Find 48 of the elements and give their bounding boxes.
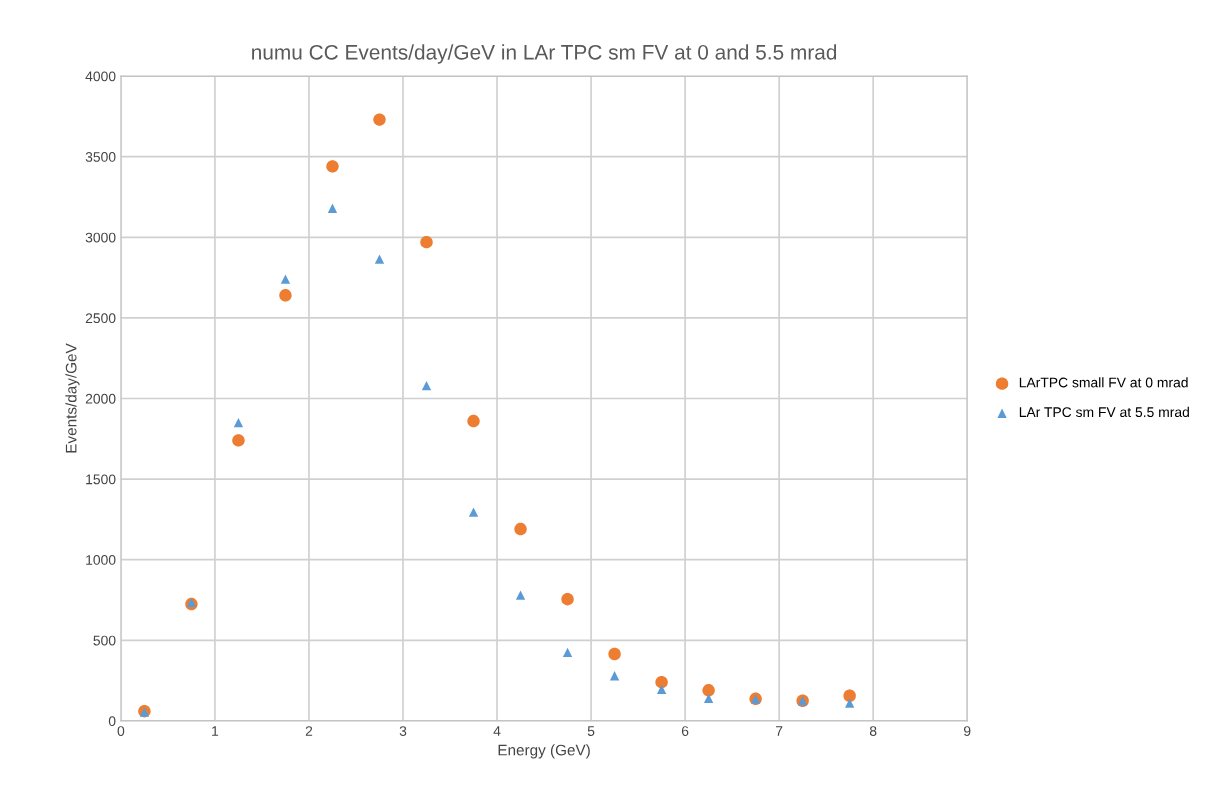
x-tick-label: 9 <box>963 726 971 736</box>
x-tick-label: 8 <box>869 726 877 736</box>
point <box>608 647 621 661</box>
x-axis-title: Energy (GeV) <box>498 744 590 759</box>
y-tick-label: 1000 <box>86 555 116 565</box>
point <box>233 418 244 428</box>
point <box>232 434 245 447</box>
y-tick-label: 3500 <box>85 152 116 162</box>
point <box>467 414 480 428</box>
point <box>561 592 574 606</box>
point <box>327 203 338 213</box>
point <box>280 274 291 284</box>
y-tick-label: 3000 <box>85 232 116 243</box>
point <box>702 684 715 697</box>
point <box>421 380 432 391</box>
legend-label: LArTPC small FV at 0 mrad <box>1019 377 1188 388</box>
x-tick-label: 6 <box>681 726 689 736</box>
point <box>515 590 526 600</box>
point <box>514 522 527 536</box>
legend-label: LAr TPC sm FV at 5.5 mrad <box>1019 406 1189 418</box>
point <box>656 684 667 695</box>
point <box>655 676 668 689</box>
point <box>468 507 479 517</box>
x-tick-label: 7 <box>775 726 783 736</box>
point <box>562 647 573 658</box>
point <box>609 671 620 681</box>
y-tick-label: 500 <box>93 635 116 646</box>
y-tick-label: 4000 <box>85 71 116 82</box>
point <box>279 289 292 302</box>
y-tick-label: 2500 <box>85 313 116 324</box>
point <box>373 113 386 126</box>
y-tick-label: 1500 <box>86 474 116 485</box>
chart-title: numu CC Events/day/GeV in LAr TPC sm FV at 0 and 5.5 mrad <box>252 44 837 64</box>
x-tick-label: 4 <box>493 726 501 736</box>
point <box>843 689 856 702</box>
point <box>845 698 855 708</box>
x-tick-label: 1 <box>212 726 219 736</box>
y-axis-title: Events/day/GeV <box>65 343 80 453</box>
x-tick-label: 0 <box>117 726 125 736</box>
x-tick-label: 5 <box>587 726 595 736</box>
y-tick-label: 2000 <box>85 393 116 404</box>
point <box>703 693 714 703</box>
point <box>374 254 385 264</box>
x-tick-label: 3 <box>399 726 407 736</box>
x-tick-label: 2 <box>305 726 313 736</box>
point <box>326 160 339 173</box>
point <box>420 235 433 249</box>
y-tick-label: 0 <box>108 716 116 727</box>
